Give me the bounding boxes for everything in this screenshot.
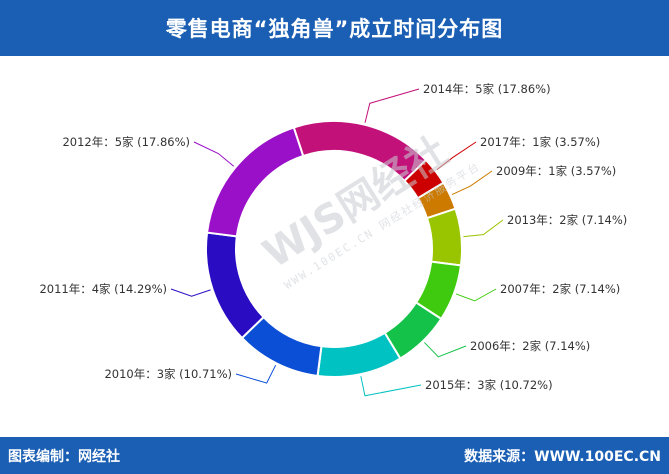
- donut-slice: [425, 207, 463, 267]
- slice-label: 2014年：5家 (17.86%): [423, 82, 551, 96]
- leader-line: [424, 342, 467, 358]
- leader-line: [436, 141, 477, 171]
- slice-label: 2015年：3家 (10.72%): [425, 378, 553, 392]
- donut-slice: [316, 331, 402, 378]
- leader-line: [193, 141, 235, 167]
- donut-chart: 2014年：5家 (17.86%) 2017年：1家 (3.57%) 2009年：1…: [39, 82, 627, 397]
- slice-label: 2013年：2家 (7.14%): [507, 213, 627, 227]
- slice-label: 2010年：3家 (10.71%): [104, 367, 232, 381]
- donut-slice: [292, 120, 428, 183]
- donut-slice: [205, 231, 265, 340]
- leader-line: [451, 170, 493, 196]
- footer-data-source: 数据来源：WWW.100EC.CN: [464, 449, 661, 465]
- leader-line: [463, 219, 504, 238]
- page-title: 零售电商“独角兽”成立时间分布图: [165, 17, 504, 41]
- slice-label: 2017年：1家 (3.57%): [480, 135, 600, 149]
- leader-line: [170, 288, 211, 297]
- slice-label: 2009年：1家 (3.57%): [496, 164, 616, 178]
- donut-slice: [205, 126, 305, 238]
- slice-label: 2012年：5家 (17.86%): [62, 135, 190, 149]
- leader-line: [455, 288, 497, 302]
- leader-line: [360, 376, 422, 397]
- leader-line: [364, 88, 420, 123]
- slice-label: 2006年：2家 (7.14%): [470, 339, 590, 353]
- footer-bar: 图表编制：网经社 数据来源：WWW.100EC.CN: [0, 437, 669, 474]
- slice-label: 2011年：4家 (14.29%): [39, 282, 167, 296]
- footer-source-credit: 图表编制：网经社: [8, 449, 120, 465]
- header-bar: 零售电商“独角兽”成立时间分布图: [0, 0, 669, 56]
- donut-slices: [205, 120, 463, 378]
- slice-label: 2007年：2家 (7.14%): [500, 282, 620, 296]
- leader-line: [235, 364, 277, 384]
- slice-labels: 2014年：5家 (17.86%) 2017年：1家 (3.57%) 2009年：1…: [39, 82, 627, 392]
- leader-lines: [170, 88, 504, 397]
